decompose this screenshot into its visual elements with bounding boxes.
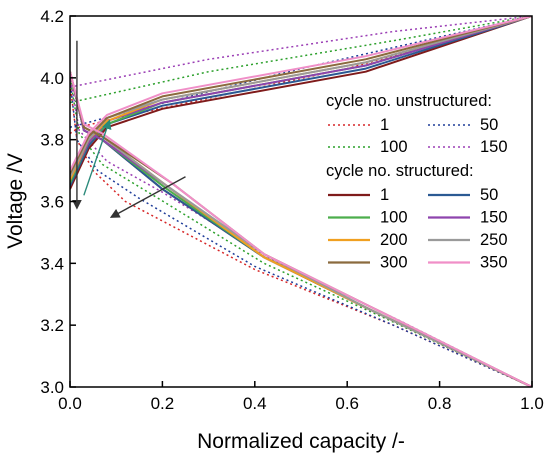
legend-label-unstructured-1: 50: [480, 116, 498, 134]
series-line-3-discharge: [70, 74, 532, 387]
series-line-1-charge: [70, 16, 532, 129]
y-tick-label: 3.6: [40, 193, 64, 212]
y-tick-label: 3.2: [40, 316, 64, 335]
annotation-arrow-2: [83, 119, 112, 196]
legend-label-structured-6: 300: [380, 254, 408, 272]
series-line-2-discharge: [70, 77, 532, 387]
x-tick-label: 0.0: [58, 394, 82, 413]
legend-label-structured-0: 1: [380, 186, 389, 204]
legend-label-structured-3: 150: [480, 209, 508, 227]
legend-label-structured-2: 100: [380, 209, 408, 227]
series-line-7-charge: [70, 16, 532, 181]
legend-label-structured-1: 50: [480, 186, 498, 204]
series-line-5-charge: [70, 16, 532, 187]
y-tick-label: 4.2: [40, 7, 64, 26]
legend-unstructured-title: cycle no. unstructured:: [326, 92, 492, 110]
y-tick-label: 3.0: [40, 378, 64, 397]
legend-label-structured-4: 200: [380, 231, 408, 249]
x-axis-title: Normalized capacity /-: [197, 430, 405, 453]
x-tick-label: 0.6: [335, 394, 359, 413]
annotation-layer: [72, 40, 186, 218]
x-tick-label: 1.0: [520, 394, 544, 413]
legend-label-structured-7: 350: [480, 254, 508, 272]
legend-label-unstructured-3: 150: [480, 138, 508, 156]
y-tick-label: 3.4: [40, 254, 64, 273]
annotation-arrow-1: [109, 176, 186, 218]
series-layer: [70, 16, 532, 387]
x-tick-label: 0.4: [243, 394, 267, 413]
series-line-4-charge: [70, 16, 532, 190]
legend-label-unstructured-0: 1: [380, 116, 389, 134]
y-axis-title: Voltage /V: [4, 153, 27, 249]
series-line-2-charge: [70, 16, 532, 104]
legend-structured-title: cycle no. structured:: [326, 162, 474, 180]
y-tick-label: 3.8: [40, 131, 64, 150]
series-line-3-charge: [70, 16, 532, 88]
x-tick-label: 0.8: [428, 394, 452, 413]
series-line-1-discharge: [70, 80, 532, 387]
legend-label-structured-5: 250: [480, 231, 508, 249]
legend: cycle no. unstructured: cycle no. struct…: [320, 83, 528, 280]
legend-box: [320, 83, 528, 280]
series-line-10-charge: [70, 16, 532, 175]
x-tick-label: 0.2: [151, 394, 175, 413]
series-line-11-charge: [70, 16, 532, 172]
series-line-9-charge: [70, 16, 532, 178]
legend-label-unstructured-2: 100: [380, 138, 408, 156]
ticks-layer: 0.0 0.2 0.4 0.6 0.8 1.0 3.0 3.2 3.4 3.6 3.8 4.0 4.2: [40, 7, 543, 413]
y-tick-label: 4.0: [40, 69, 64, 88]
series-line-11-discharge: [70, 71, 532, 387]
